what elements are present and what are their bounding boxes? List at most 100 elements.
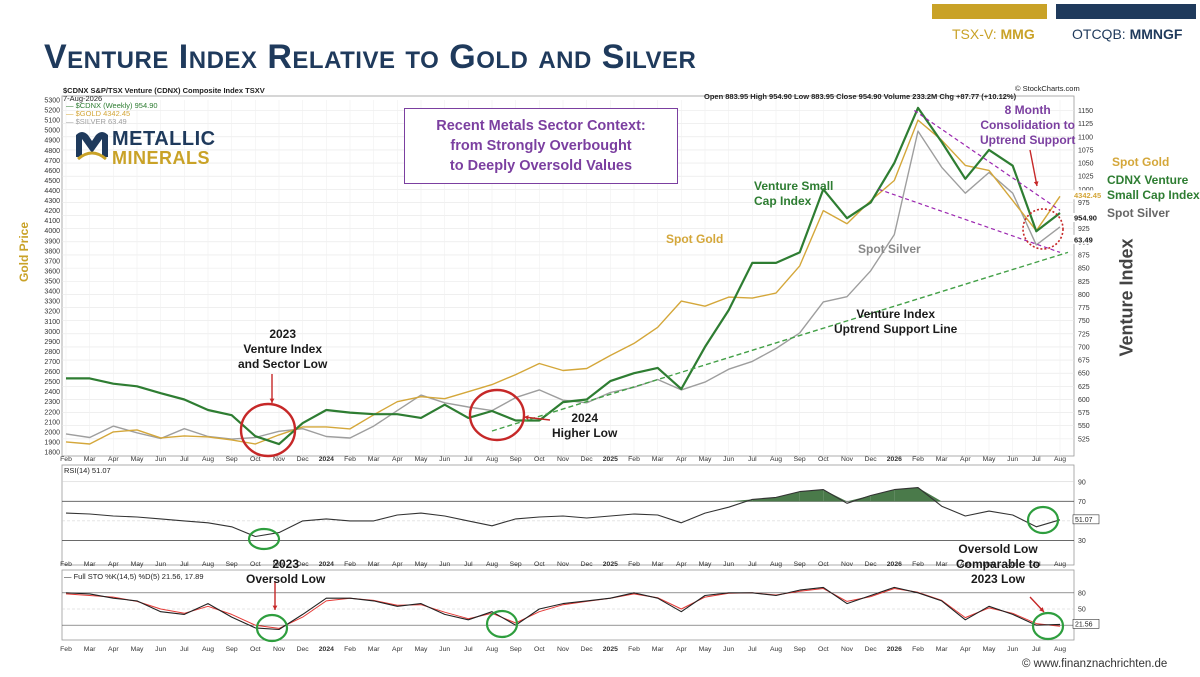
tsx-ticker: TSX-V: MMG <box>952 26 1035 42</box>
x-tick-label: Sep <box>794 646 806 653</box>
sto-label: — Full STO %K(14,5) %D(5) 21.56, 17.89 <box>64 572 204 581</box>
left-tick-label: 1800 <box>44 450 60 457</box>
right-tick-label: 1050 <box>1078 161 1094 168</box>
rsi-line <box>65 487 1061 538</box>
x-tick-label: Jun <box>723 646 734 653</box>
context-line-2: from Strongly Overbought <box>450 138 632 154</box>
x-tick-label: Dec <box>581 456 594 463</box>
right-tick-label: 700 <box>1078 344 1090 351</box>
x-tick-label: Jun <box>1007 456 1018 463</box>
x-tick-label: May <box>983 561 996 568</box>
x-tick-label: Apr <box>676 646 687 653</box>
left-tick-label: 3300 <box>44 299 60 306</box>
rsi-tick-label: 90 <box>1078 479 1086 486</box>
rsi-panel-frame <box>61 464 1075 566</box>
right-tick-label: 875 <box>1078 252 1090 259</box>
x-tick-label: May <box>415 456 428 463</box>
x-tick-label: Sep <box>510 561 522 568</box>
watermark: © www.finanznachrichten.de <box>1022 658 1168 670</box>
sto-panel-frame <box>61 569 1075 641</box>
left-tick-label: 1900 <box>44 439 60 446</box>
x-tick-label: Jun <box>723 456 734 463</box>
annotation-2023-oversold: 2023 Oversold Low <box>246 557 326 586</box>
x-tick-label: Nov <box>557 561 570 568</box>
x-tick-label: Sep <box>226 646 238 653</box>
left-tick-label: 4200 <box>44 208 60 215</box>
x-tick-label: Oct <box>250 561 261 568</box>
x-tick-label: Apr <box>392 561 403 568</box>
left-tick-label: 2900 <box>44 339 60 346</box>
chart-source: © StockCharts.com <box>1015 84 1080 93</box>
left-tick-label: 4000 <box>44 228 60 235</box>
left-tick-label: 2000 <box>44 429 60 436</box>
x-tick-label: Jun <box>155 561 166 568</box>
x-tick-label: Aug <box>770 646 782 653</box>
rsi-overbought-fill <box>823 489 847 502</box>
x-tick-label: 2024 <box>319 456 334 463</box>
x-tick-label: Jul <box>748 646 757 653</box>
x-tick-label: Aug <box>486 456 498 463</box>
x-tick-label: Apr <box>108 646 119 653</box>
circle-current-support <box>1022 208 1064 250</box>
rsi-overbought-fill <box>799 489 824 502</box>
x-tick-label: Apr <box>960 646 971 653</box>
arrow-2024-higher-low-head <box>524 415 529 420</box>
x-tick-label: Jul <box>180 561 189 568</box>
otc-color-bar <box>1056 4 1196 19</box>
x-tick-label: May <box>415 561 428 568</box>
x-tick-label: Nov <box>841 646 854 653</box>
x-tick-label: Jul <box>1032 561 1041 568</box>
x-tick-label: Jul <box>464 456 473 463</box>
x-tick-label: Mar <box>936 646 948 653</box>
right-value-silver-bg <box>1073 234 1105 244</box>
metallic-minerals-m-icon <box>76 132 108 161</box>
x-tick-label: Dec <box>865 646 878 653</box>
right-tick-label: 1100 <box>1078 134 1093 141</box>
page-title: Venture Index Relative to Gold and Silve… <box>44 38 697 76</box>
venture-index-axis-title: Venture Index <box>1116 238 1137 357</box>
x-tick-label: Feb <box>344 646 356 653</box>
rsi-label: RSI(14) 51.07 <box>64 466 111 475</box>
x-tick-label: Sep <box>510 646 522 653</box>
x-tick-label: Mar <box>84 561 96 568</box>
x-tick-label: Dec <box>297 561 310 568</box>
left-tick-label: 3100 <box>44 319 60 326</box>
sto-current-value: 21.56 <box>1075 621 1093 628</box>
x-tick-label: 2025 <box>603 561 618 568</box>
right-tick-label: 575 <box>1078 410 1090 417</box>
x-tick-label: Jun <box>1007 646 1018 653</box>
series-gold-line <box>65 119 1061 445</box>
annotation-oversold-now: Oversold Low Comparable to 2023 Low <box>956 542 1041 586</box>
x-tick-label: Jun <box>155 646 166 653</box>
x-tick-label: May <box>699 646 712 653</box>
left-tick-label: 3800 <box>44 248 60 255</box>
x-tick-label: Dec <box>297 646 310 653</box>
rsi-tick-label: 30 <box>1078 538 1086 545</box>
x-tick-label: 2026 <box>887 561 902 568</box>
x-tick-label: 2026 <box>887 456 902 463</box>
left-tick-label: 5000 <box>44 128 60 135</box>
x-tick-label: Mar <box>368 646 380 653</box>
sto-d-line <box>65 588 1061 629</box>
x-tick-label: Sep <box>794 456 806 463</box>
x-tick-label: Nov <box>273 646 286 653</box>
circle-2023-low <box>239 402 297 458</box>
left-tick-label: 2200 <box>44 409 60 416</box>
right-tick-label: 600 <box>1078 397 1090 404</box>
x-tick-label: Nov <box>557 646 570 653</box>
rsi-current-bg <box>1072 514 1100 525</box>
left-tick-label: 5100 <box>44 118 60 125</box>
x-tick-label: Jul <box>1032 646 1041 653</box>
rsi-circle-now <box>1026 505 1060 535</box>
x-tick-label: Jul <box>748 561 757 568</box>
gold-price-axis-title: Gold Price <box>17 221 32 283</box>
chart-date: 7-Aug-2026 <box>63 94 103 103</box>
right-tick-label: 550 <box>1078 423 1090 430</box>
x-tick-label: Feb <box>628 646 640 653</box>
rsi-tick-label: 70 <box>1078 499 1086 506</box>
x-tick-label: Jun <box>155 456 166 463</box>
x-tick-label: Mar <box>652 456 664 463</box>
x-tick-label: Feb <box>344 561 356 568</box>
left-tick-label: 2400 <box>44 389 60 396</box>
